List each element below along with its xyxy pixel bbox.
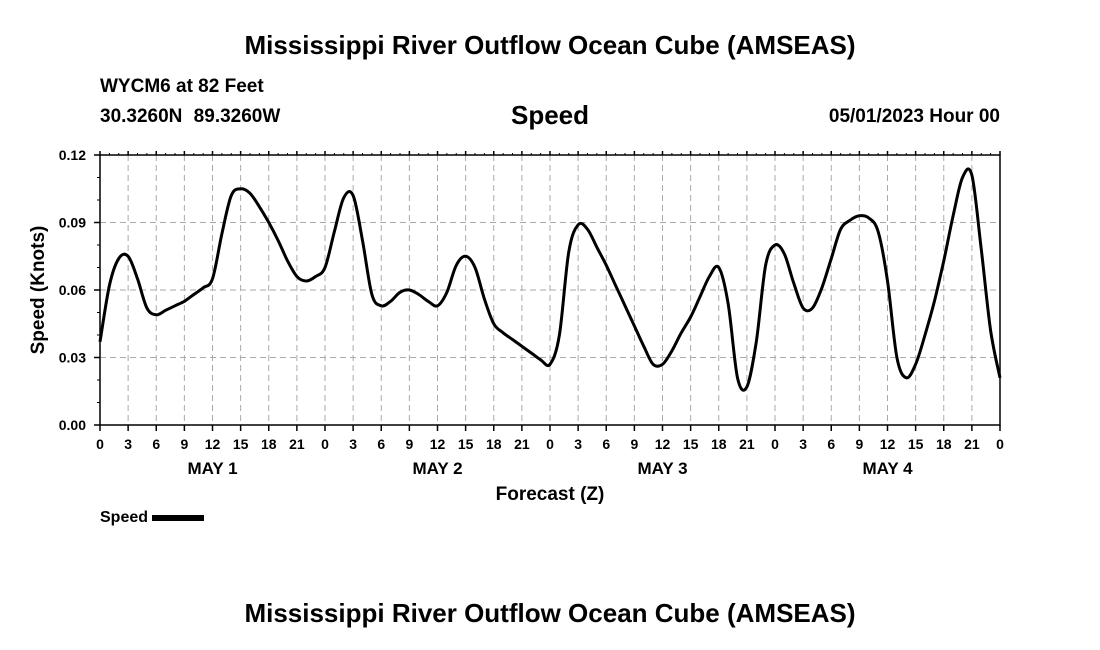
x-tick-label: 3 [574,436,582,452]
x-tick-label: 0 [771,436,779,452]
x-tick-label: 21 [289,436,305,452]
day-label: MAY 3 [637,459,687,478]
x-tick-label: 21 [964,436,980,452]
x-tick-label: 9 [180,436,188,452]
x-tick-label: 0 [321,436,329,452]
x-tick-label: 15 [908,436,924,452]
x-tick-label: 9 [405,436,413,452]
x-tick-label: 21 [739,436,755,452]
x-tick-label: 0 [996,436,1004,452]
variable-title: Speed [510,100,590,130]
x-tick-label: 6 [377,436,385,452]
station-label: WYCM6 at 82 Feet [100,76,264,97]
x-tick-label: 9 [855,436,863,452]
x-tick-label: 18 [261,436,277,452]
x-tick-label: 21 [514,436,530,452]
x-tick-label: 18 [711,436,727,452]
x-tick-label: 12 [880,436,896,452]
day-label: MAY 1 [187,459,237,478]
y-tick-label: 0.03 [59,350,86,366]
chart-main-title: Mississippi River Outflow Ocean Cube (AM… [244,30,856,60]
day-label: MAY 2 [412,459,462,478]
x-tick-label: 12 [655,436,671,452]
y-axis-label: Speed (Knots) [28,226,49,355]
legend: Speed [100,509,205,527]
x-tick-label: 15 [683,436,699,452]
x-tick-label: 3 [799,436,807,452]
x-tick-label: 15 [233,436,249,452]
x-tick-label: 6 [827,436,835,452]
x-tick-label: 18 [936,436,952,452]
forecast-date: 05/01/2023 Hour 00 [828,106,1000,127]
grid-lines [100,155,1000,425]
day-label: MAY 4 [862,459,913,478]
coordinates-label: 30.3260N 89.3260W [100,106,281,127]
x-tick-label: 6 [152,436,160,452]
axis-tick-labels: 0.00 0.03 0.06 0.09 0.12 0 3 6 9 12 15 18 21 0 3 6 9 12 15… [59,147,1004,478]
x-tick-label: 12 [205,436,221,452]
y-tick-label: 0.12 [59,147,86,163]
x-tick-label: 0 [96,436,104,452]
legend-label: Speed [100,509,149,526]
chart-footer-title: Mississippi River Outflow Ocean Cube (AM… [244,598,856,628]
speed-series-line [98,167,1002,392]
y-tick-label: 0.00 [59,417,86,433]
y-tick-label: 0.09 [59,215,86,231]
x-tick-label: 12 [430,436,446,452]
x-tick-label: 18 [486,436,502,452]
axis-ticks [94,151,1001,431]
x-tick-label: 6 [602,436,610,452]
x-tick-label: 3 [349,436,357,452]
x-tick-label: 15 [458,436,474,452]
legend-swatch [152,515,205,521]
y-tick-label: 0.06 [59,282,86,298]
x-tick-label: 0 [546,436,554,452]
x-axis-label: Forecast (Z) [496,484,605,505]
x-tick-label: 9 [630,436,638,452]
x-tick-label: 3 [124,436,132,452]
